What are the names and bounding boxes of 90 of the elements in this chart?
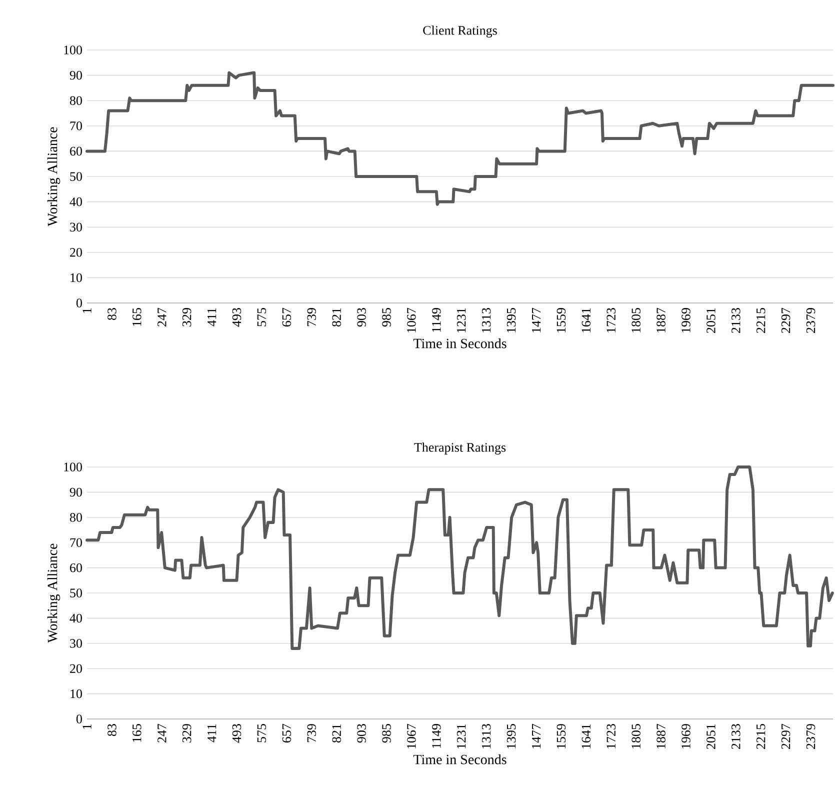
x-tick-label: 1969: [682, 724, 690, 748]
y-tick-label: 20: [70, 664, 82, 673]
x-tick-label: 903: [357, 724, 366, 743]
x-tick-label: 1887: [656, 308, 666, 332]
x-tick-label: 1805: [632, 724, 640, 748]
x-tick-label: 1477: [532, 724, 541, 748]
y-tick-label: 40: [70, 614, 82, 623]
x-tick-label: 1477: [532, 308, 541, 332]
y-tick-label: 30: [70, 639, 82, 648]
x-tick-label: 739: [307, 724, 316, 742]
x-tick-label: 329: [182, 308, 192, 326]
x-tick-label: 2051: [706, 308, 716, 333]
line-series: [86, 465, 834, 650]
y-tick-label: 90: [70, 70, 82, 80]
x-tick-label: 493: [232, 308, 242, 327]
x-tick-label: 1395: [506, 724, 516, 748]
x-tick-label: 2133: [732, 724, 740, 749]
x-tick-label: 575: [257, 308, 266, 326]
x-tick-label: 821: [332, 724, 341, 743]
x-tick-label: 247: [158, 308, 166, 326]
x-tick-label: 1559: [556, 308, 566, 332]
chart-title: Client Ratings: [423, 26, 497, 38]
x-tick-label: 165: [132, 724, 142, 742]
y-tick-label: 40: [70, 197, 82, 206]
x-tick-label: 329: [182, 724, 192, 742]
x-tick-label: 1723: [606, 308, 616, 332]
x-tick-label: 1067: [407, 724, 416, 748]
x-tick-label: 1313: [482, 724, 491, 748]
x-tick-label: 2297: [781, 724, 790, 749]
x-tick-label: 2215: [756, 724, 766, 749]
x-tick-label: 1723: [606, 724, 616, 748]
x-tick-label: 1559: [556, 724, 566, 748]
x-tick-label: 83: [108, 308, 116, 320]
x-tick-label: 411: [208, 724, 216, 742]
x-tick-label: 1395: [506, 308, 516, 332]
x-tick-label: 1641: [582, 308, 591, 332]
x-axis-title: Time in Seconds: [413, 338, 506, 348]
x-tick-label: 985: [382, 724, 391, 743]
y-tick-label: 60: [70, 563, 82, 572]
x-tick-label: 165: [132, 308, 142, 326]
y-axis-title: Working Alliance: [47, 127, 60, 226]
x-tick-label: 2051: [706, 724, 716, 749]
x-tick-label: 2379: [806, 308, 816, 333]
x-tick-label: 575: [257, 724, 266, 742]
y-tick-label: 10: [70, 689, 82, 698]
y-tick-label: 50: [70, 172, 82, 181]
y-tick-label: 100: [64, 46, 82, 54]
y-tick-label: 90: [70, 488, 82, 497]
x-tick-label: 739: [307, 308, 316, 326]
y-tick-label: 70: [70, 122, 82, 130]
y-tick-label: 0: [76, 298, 82, 308]
x-tick-label: 1: [82, 308, 92, 313]
line-series: [86, 71, 835, 206]
y-tick-label: 0: [76, 714, 82, 724]
x-tick-label: 2379: [806, 724, 816, 749]
y-tick-label: 20: [70, 248, 82, 257]
x-tick-label: 985: [382, 308, 391, 327]
y-tick-label: 60: [70, 146, 82, 156]
x-tick-label: 2133: [732, 308, 740, 333]
x-tick-label: 247: [158, 724, 166, 742]
x-tick-label: 1149: [432, 308, 441, 332]
x-tick-label: 1641: [582, 724, 591, 748]
y-tick-label: 80: [70, 513, 82, 522]
x-tick-label: 1149: [432, 724, 441, 748]
x-tick-label: 1805: [632, 308, 640, 332]
x-tick-label: 411: [208, 308, 216, 326]
x-tick-label: 1231: [457, 308, 466, 332]
x-tick-label: 903: [357, 308, 366, 327]
x-tick-label: 657: [282, 308, 292, 326]
x-tick-label: 1887: [656, 724, 666, 748]
x-tick-label: 821: [332, 308, 341, 327]
x-tick-label: 657: [282, 724, 292, 742]
x-axis-title: Time in Seconds: [413, 754, 506, 764]
x-tick-label: 1313: [482, 308, 491, 332]
x-tick-label: 2297: [781, 308, 790, 333]
x-tick-label: 83: [108, 724, 116, 736]
y-axis-title: Working Alliance: [47, 544, 60, 643]
y-tick-label: 80: [70, 96, 82, 105]
x-tick-label: 2215: [756, 308, 766, 333]
x-tick-label: 1231: [457, 724, 466, 748]
x-tick-label: 493: [232, 724, 242, 743]
chart-title: Therapist Ratings: [414, 442, 506, 454]
y-tick-label: 100: [64, 462, 82, 472]
y-tick-label: 50: [70, 588, 82, 598]
y-tick-label: 30: [70, 222, 82, 232]
x-tick-label: 1: [82, 724, 92, 729]
y-tick-label: 10: [70, 273, 82, 282]
x-tick-label: 1067: [407, 308, 416, 332]
x-tick-label: 1969: [682, 308, 690, 332]
y-tick-label: 70: [70, 538, 82, 547]
